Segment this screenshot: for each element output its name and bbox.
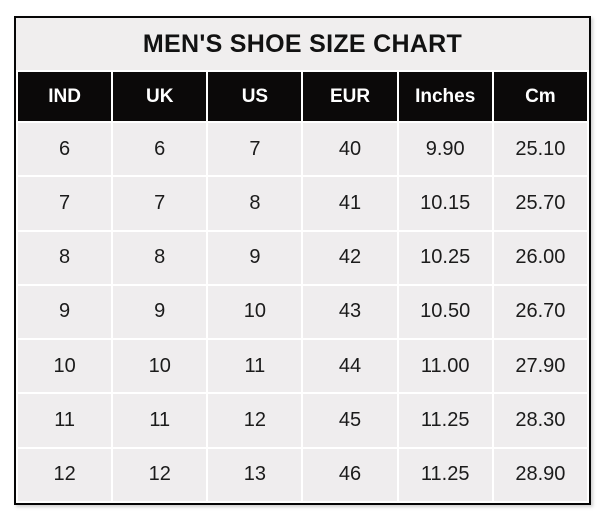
- table-cell: 25.10: [493, 123, 587, 176]
- table-cell: 9: [208, 231, 302, 284]
- table-cell: 43: [303, 285, 397, 339]
- table-row: 12 12 13 46 11.25 28.90: [18, 448, 587, 501]
- table-cell: 12: [208, 394, 302, 447]
- table-row: 11 11 12 45 11.25 28.30: [18, 394, 587, 447]
- table-cell: 27.90: [493, 340, 587, 393]
- table-cell: 10.25: [398, 231, 492, 284]
- table-cell: 6: [18, 123, 112, 176]
- table-cell: 9.90: [398, 123, 492, 176]
- table-cell: 11: [18, 394, 112, 447]
- table-cell: 28.90: [493, 448, 587, 501]
- table-cell: 9: [18, 285, 112, 339]
- header-row: IND UK US EUR Inches Cm: [18, 72, 587, 121]
- column-header-eur: EUR: [303, 72, 397, 121]
- table-cell: 26.70: [493, 285, 587, 339]
- table-row: 6 6 7 40 9.90 25.10: [18, 123, 587, 176]
- table-cell: 8: [18, 231, 112, 284]
- table-cell: 8: [113, 231, 207, 284]
- table-header: IND UK US EUR Inches Cm: [18, 72, 587, 121]
- column-header-ind: IND: [18, 72, 112, 121]
- table-cell: 11.00: [398, 340, 492, 393]
- table-cell: 10: [18, 340, 112, 393]
- column-header-inches: Inches: [398, 72, 492, 121]
- table-cell: 8: [208, 177, 302, 230]
- table-cell: 12: [18, 448, 112, 501]
- shoe-size-chart: MEN'S SHOE SIZE CHART IND UK US EUR Inch…: [14, 16, 591, 505]
- table-cell: 7: [113, 177, 207, 230]
- table-cell: 11.25: [398, 448, 492, 501]
- table-cell: 45: [303, 394, 397, 447]
- table-cell: 12: [113, 448, 207, 501]
- table-cell: 10: [208, 285, 302, 339]
- table-cell: 11: [113, 394, 207, 447]
- table-cell: 28.30: [493, 394, 587, 447]
- table-cell: 6: [113, 123, 207, 176]
- table-cell: 11.25: [398, 394, 492, 447]
- table-row: 10 10 11 44 11.00 27.90: [18, 340, 587, 393]
- table-cell: 10.50: [398, 285, 492, 339]
- table-row: 9 9 10 43 10.50 26.70: [18, 285, 587, 339]
- table-cell: 26.00: [493, 231, 587, 284]
- table-cell: 25.70: [493, 177, 587, 230]
- table-cell: 41: [303, 177, 397, 230]
- table-cell: 10: [113, 340, 207, 393]
- column-header-uk: UK: [113, 72, 207, 121]
- table-body: 6 6 7 40 9.90 25.10 7 7 8 41 10.15 25.70 8 8 9 42 10.25 2…: [18, 123, 587, 501]
- table-row: 7 7 8 41 10.15 25.70: [18, 177, 587, 230]
- table-cell: 7: [18, 177, 112, 230]
- table-cell: 11: [208, 340, 302, 393]
- table-cell: 46: [303, 448, 397, 501]
- table-cell: 7: [208, 123, 302, 176]
- table-cell: 9: [113, 285, 207, 339]
- column-header-us: US: [208, 72, 302, 121]
- table-cell: 42: [303, 231, 397, 284]
- table-cell: 40: [303, 123, 397, 176]
- table-row: 8 8 9 42 10.25 26.00: [18, 231, 587, 284]
- chart-title: MEN'S SHOE SIZE CHART: [16, 18, 589, 70]
- size-table: IND UK US EUR Inches Cm 6 6 7 40 9.90 25.10 7 7…: [16, 70, 589, 503]
- column-header-cm: Cm: [493, 72, 587, 121]
- table-cell: 10.15: [398, 177, 492, 230]
- table-cell: 13: [208, 448, 302, 501]
- table-cell: 44: [303, 340, 397, 393]
